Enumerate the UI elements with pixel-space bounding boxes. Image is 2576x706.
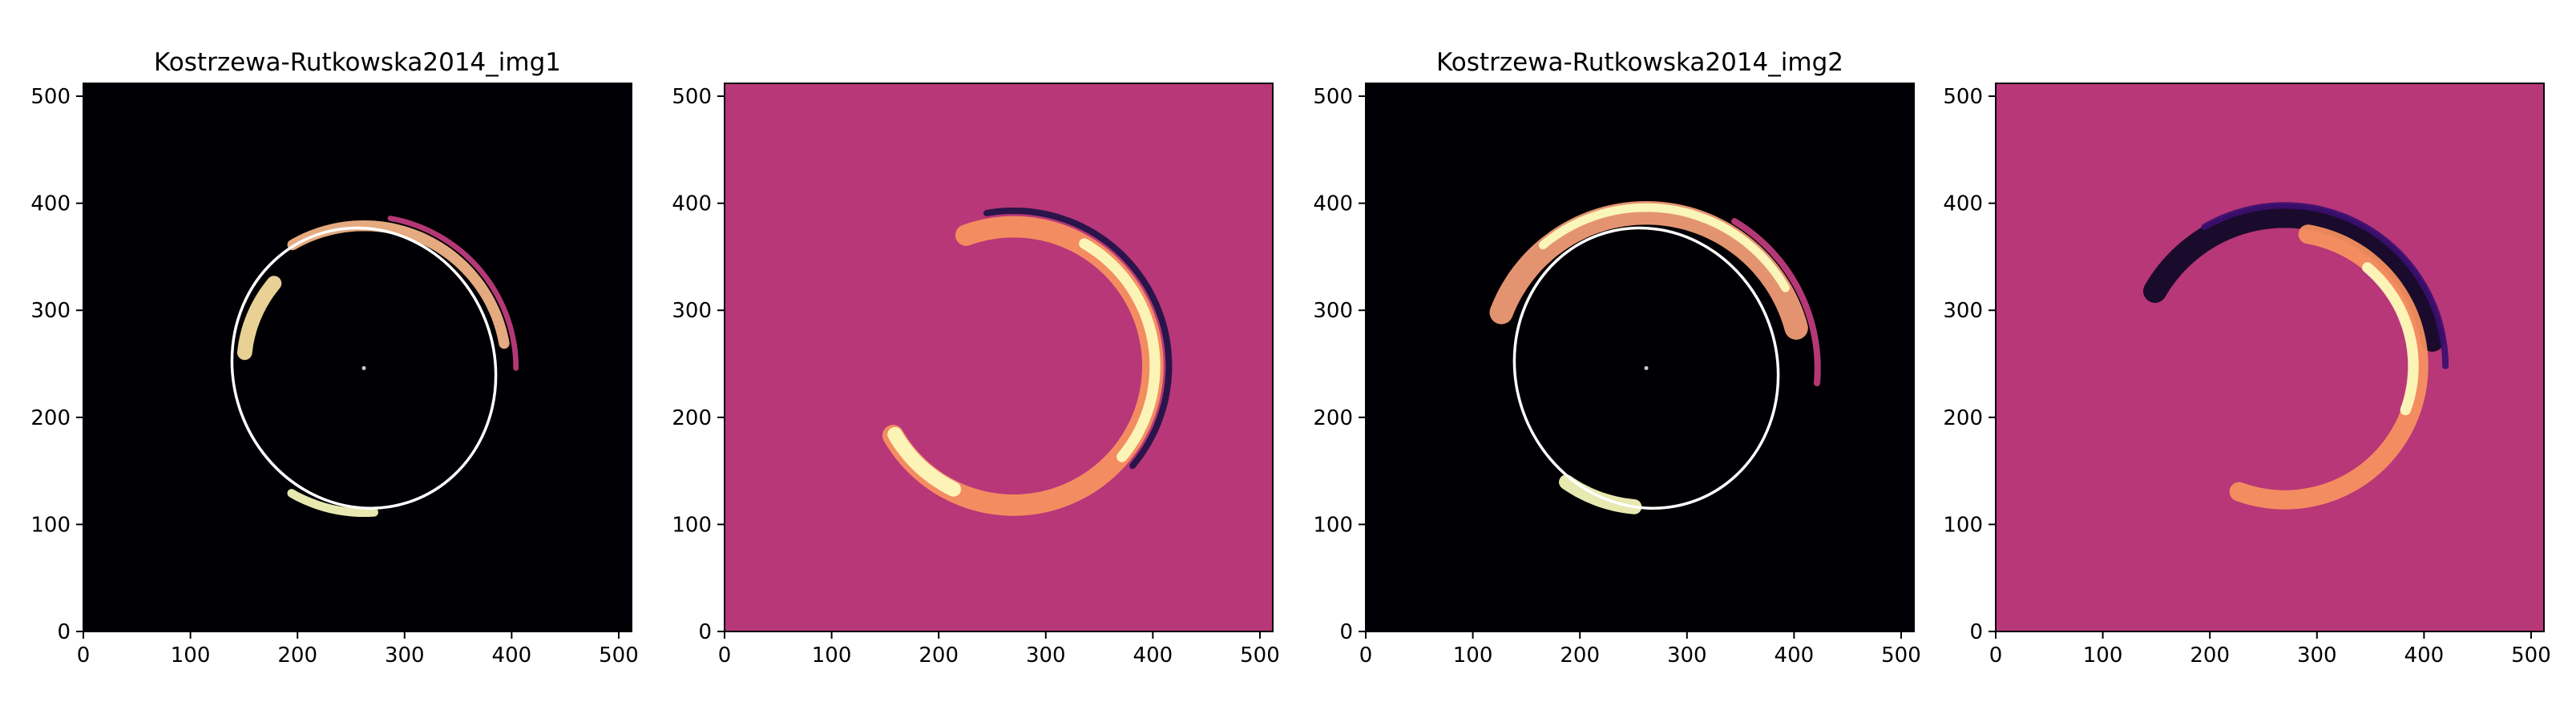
arc-feature xyxy=(387,216,519,371)
x-tick-label: 500 xyxy=(599,643,639,668)
panel-1-title: Kostrzewa-Rutkowska2014_img1 xyxy=(154,48,561,77)
x-tick-label: 100 xyxy=(2083,643,2123,668)
y-tick-label: 500 xyxy=(30,85,71,109)
x-tick-label: 400 xyxy=(1775,643,1815,668)
panel-1: Kostrzewa-Rutkowska2014_img1 0 100 200 300 4… xyxy=(30,48,638,668)
x-tick-label: 300 xyxy=(385,643,425,668)
fitted-ellipse xyxy=(1512,226,1780,510)
x-tick-label: 200 xyxy=(1560,643,1600,668)
y-tick-label: 500 xyxy=(1943,85,1983,109)
arc-feature xyxy=(1489,200,1808,340)
x-tick-label: 200 xyxy=(2190,643,2230,668)
panel-3-title: Kostrzewa-Rutkowska2014_img2 xyxy=(1436,48,1843,77)
y-tick-label: 400 xyxy=(30,192,71,216)
axes-frame xyxy=(83,83,632,632)
arc-feature xyxy=(1538,203,1790,292)
y-tick-label: 300 xyxy=(1943,299,1983,323)
x-tick-label: 100 xyxy=(1453,643,1493,668)
arc-feature xyxy=(287,489,378,518)
fitted-ellipse xyxy=(230,226,498,510)
x-tick-label: 0 xyxy=(1359,643,1373,668)
y-tick-label: 200 xyxy=(30,406,71,430)
x-tick-label: 100 xyxy=(171,643,211,668)
y-tick-label: 300 xyxy=(30,299,71,323)
x-tick-label: 500 xyxy=(1240,643,1280,668)
y-tick-label: 200 xyxy=(672,406,712,430)
image-background xyxy=(1366,83,1914,631)
center-point xyxy=(361,365,366,370)
y-tick-label: 400 xyxy=(672,192,712,216)
x-tick-label: 300 xyxy=(1667,643,1707,668)
arc-feature xyxy=(236,276,282,361)
y-tick-label: 300 xyxy=(672,299,712,323)
y-tick-label: 400 xyxy=(1943,192,1983,216)
panel-4: 0 100 200 300 400 500 0 100 200 300 400 500 xyxy=(1943,83,2551,668)
y-tick-label: 0 xyxy=(698,620,712,644)
y-tick-label: 0 xyxy=(1339,620,1353,644)
x-tick-label: 0 xyxy=(77,643,91,668)
y-tick-label: 0 xyxy=(1969,620,1983,644)
x-tick-label: 500 xyxy=(2511,643,2551,668)
x-tick-label: 100 xyxy=(812,643,852,668)
panel-2: 0 100 200 300 400 500 0 100 200 300 400 500 xyxy=(672,83,1280,668)
y-tick-label: 500 xyxy=(1313,85,1353,109)
arc-feature xyxy=(983,207,1173,470)
x-tick-label: 0 xyxy=(718,643,732,668)
image-background xyxy=(725,83,1273,631)
x-tick-label: 200 xyxy=(277,643,317,668)
y-tick-label: 300 xyxy=(1313,299,1353,323)
image-background xyxy=(83,83,632,631)
arc-feature xyxy=(1731,218,1821,386)
x-tick-label: 400 xyxy=(1133,643,1173,668)
y-tick-label: 100 xyxy=(672,513,712,537)
x-tick-label: 300 xyxy=(1026,643,1066,668)
x-tick-label: 300 xyxy=(2297,643,2337,668)
arc-feature xyxy=(1079,238,1161,462)
image-background xyxy=(1996,83,2544,631)
arc-feature xyxy=(2362,262,2419,416)
arc-feature xyxy=(887,426,962,497)
x-tick-label: 400 xyxy=(492,643,532,668)
y-tick-label: 400 xyxy=(1313,192,1353,216)
y-tick-label: 100 xyxy=(1943,513,1983,537)
x-tick-label: 500 xyxy=(1881,643,1921,668)
y-tick-label: 200 xyxy=(1943,406,1983,430)
panel-3: Kostrzewa-Rutkowska2014_img2 0 100 200 300 4… xyxy=(1313,48,1920,668)
y-tick-label: 100 xyxy=(1313,513,1353,537)
axes-frame xyxy=(1995,83,2545,632)
arc-feature xyxy=(2142,204,2445,352)
arc-feature xyxy=(2201,202,2449,369)
axes-frame xyxy=(1365,83,1915,632)
y-tick-label: 200 xyxy=(1313,406,1353,430)
axes-frame xyxy=(724,83,1274,632)
x-tick-label: 0 xyxy=(1989,643,2003,668)
x-tick-label: 400 xyxy=(2404,643,2445,668)
y-tick-label: 500 xyxy=(672,85,712,109)
x-tick-label: 200 xyxy=(919,643,959,668)
center-point xyxy=(1644,365,1649,370)
y-tick-label: 100 xyxy=(30,513,71,537)
y-tick-label: 0 xyxy=(57,620,71,644)
